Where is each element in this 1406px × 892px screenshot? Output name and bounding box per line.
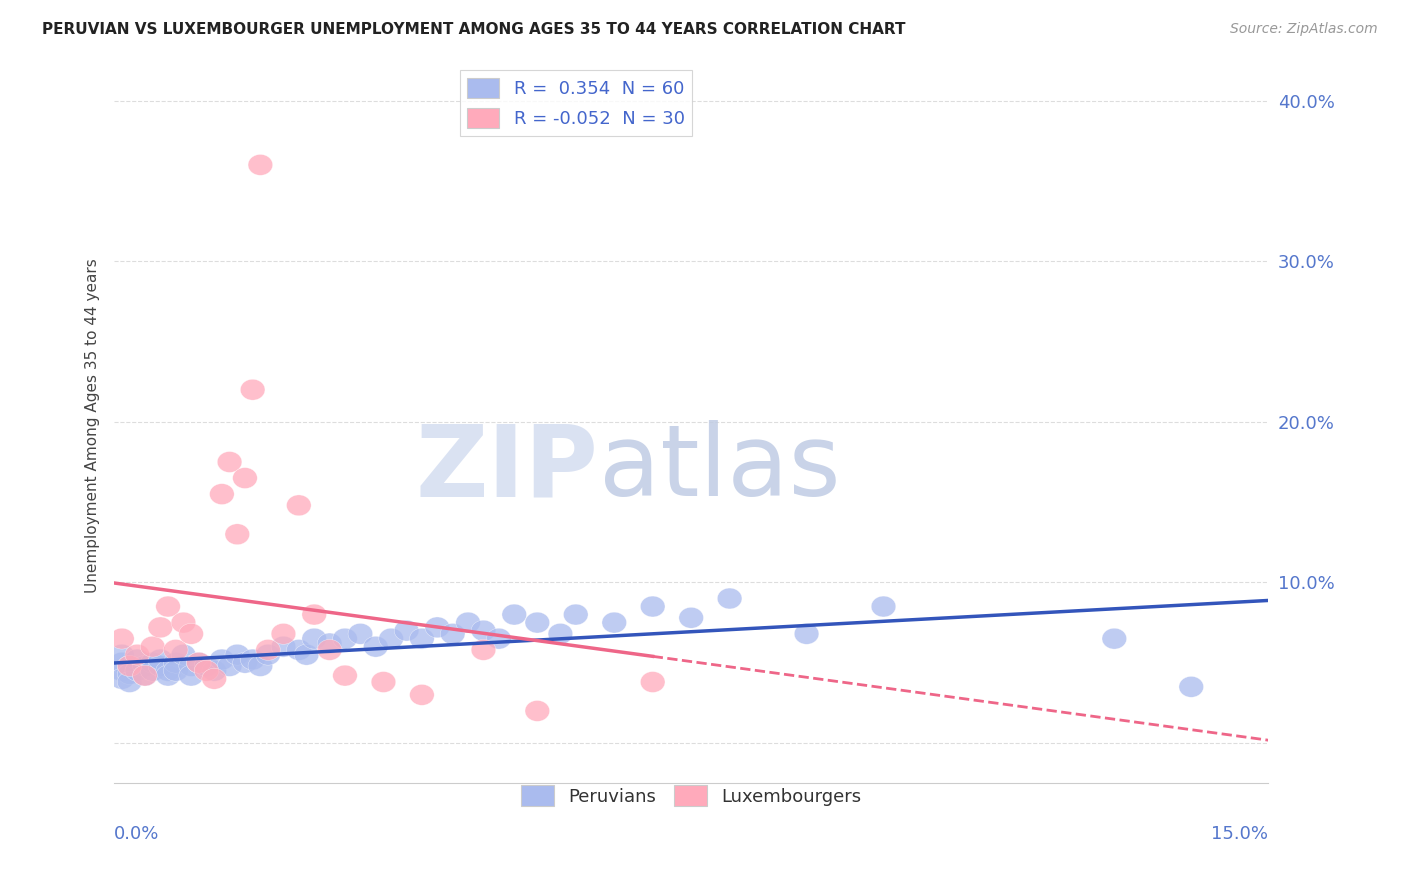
Ellipse shape [125,644,149,665]
Ellipse shape [548,624,572,644]
Ellipse shape [141,660,165,681]
Ellipse shape [247,656,273,676]
Ellipse shape [440,624,465,644]
Text: 0.0%: 0.0% [114,825,159,843]
Ellipse shape [225,524,250,545]
Ellipse shape [110,652,134,673]
Ellipse shape [378,628,404,649]
Ellipse shape [179,656,204,676]
Ellipse shape [717,588,742,609]
Ellipse shape [172,612,195,633]
Text: PERUVIAN VS LUXEMBOURGER UNEMPLOYMENT AMONG AGES 35 TO 44 YEARS CORRELATION CHAR: PERUVIAN VS LUXEMBOURGER UNEMPLOYMENT AM… [42,22,905,37]
Ellipse shape [187,652,211,673]
Ellipse shape [117,664,142,684]
Ellipse shape [502,604,526,625]
Ellipse shape [471,620,496,641]
Legend: Peruvians, Luxembourgers: Peruvians, Luxembourgers [515,778,869,814]
Ellipse shape [240,649,264,670]
Ellipse shape [194,660,219,681]
Ellipse shape [202,660,226,681]
Ellipse shape [287,640,311,660]
Ellipse shape [232,467,257,489]
Ellipse shape [333,665,357,686]
Text: Source: ZipAtlas.com: Source: ZipAtlas.com [1230,22,1378,37]
Ellipse shape [425,617,450,638]
Ellipse shape [256,640,280,660]
Ellipse shape [409,628,434,649]
Ellipse shape [202,668,226,690]
Ellipse shape [679,607,703,628]
Ellipse shape [163,660,188,681]
Ellipse shape [333,628,357,649]
Ellipse shape [132,665,157,686]
Ellipse shape [141,636,165,657]
Ellipse shape [172,644,195,665]
Ellipse shape [524,700,550,722]
Ellipse shape [564,604,588,625]
Ellipse shape [872,596,896,617]
Ellipse shape [117,656,142,676]
Ellipse shape [125,660,149,681]
Ellipse shape [240,379,264,401]
Text: ZIP: ZIP [416,420,599,517]
Ellipse shape [294,644,319,665]
Ellipse shape [110,644,134,665]
Ellipse shape [302,604,326,625]
Ellipse shape [148,656,173,676]
Ellipse shape [232,652,257,673]
Ellipse shape [179,624,204,644]
Ellipse shape [117,672,142,692]
Ellipse shape [640,672,665,692]
Y-axis label: Unemployment Among Ages 35 to 44 years: Unemployment Among Ages 35 to 44 years [86,259,100,593]
Ellipse shape [363,636,388,657]
Ellipse shape [1102,628,1126,649]
Ellipse shape [132,665,157,686]
Ellipse shape [125,649,149,670]
Ellipse shape [256,644,280,665]
Text: 15.0%: 15.0% [1211,825,1268,843]
Ellipse shape [271,624,295,644]
Ellipse shape [318,633,342,654]
Ellipse shape [349,624,373,644]
Ellipse shape [640,596,665,617]
Ellipse shape [271,636,295,657]
Ellipse shape [179,665,204,686]
Ellipse shape [1178,676,1204,698]
Ellipse shape [110,660,134,681]
Ellipse shape [218,451,242,473]
Ellipse shape [110,668,134,690]
Ellipse shape [110,628,134,649]
Ellipse shape [524,612,550,633]
Ellipse shape [132,656,157,676]
Ellipse shape [209,649,235,670]
Ellipse shape [602,612,627,633]
Ellipse shape [194,656,219,676]
Ellipse shape [163,640,188,660]
Ellipse shape [148,617,173,638]
Ellipse shape [394,620,419,641]
Text: atlas: atlas [599,420,841,517]
Ellipse shape [302,628,326,649]
Ellipse shape [156,596,180,617]
Ellipse shape [218,656,242,676]
Ellipse shape [486,628,512,649]
Ellipse shape [156,660,180,681]
Ellipse shape [371,672,395,692]
Ellipse shape [156,665,180,686]
Ellipse shape [225,644,250,665]
Ellipse shape [209,483,235,505]
Ellipse shape [318,640,342,660]
Ellipse shape [471,640,496,660]
Ellipse shape [287,495,311,516]
Ellipse shape [163,652,188,673]
Ellipse shape [409,684,434,706]
Ellipse shape [456,612,481,633]
Ellipse shape [141,652,165,673]
Ellipse shape [794,624,818,644]
Ellipse shape [247,154,273,176]
Ellipse shape [148,649,173,670]
Ellipse shape [187,652,211,673]
Ellipse shape [117,656,142,676]
